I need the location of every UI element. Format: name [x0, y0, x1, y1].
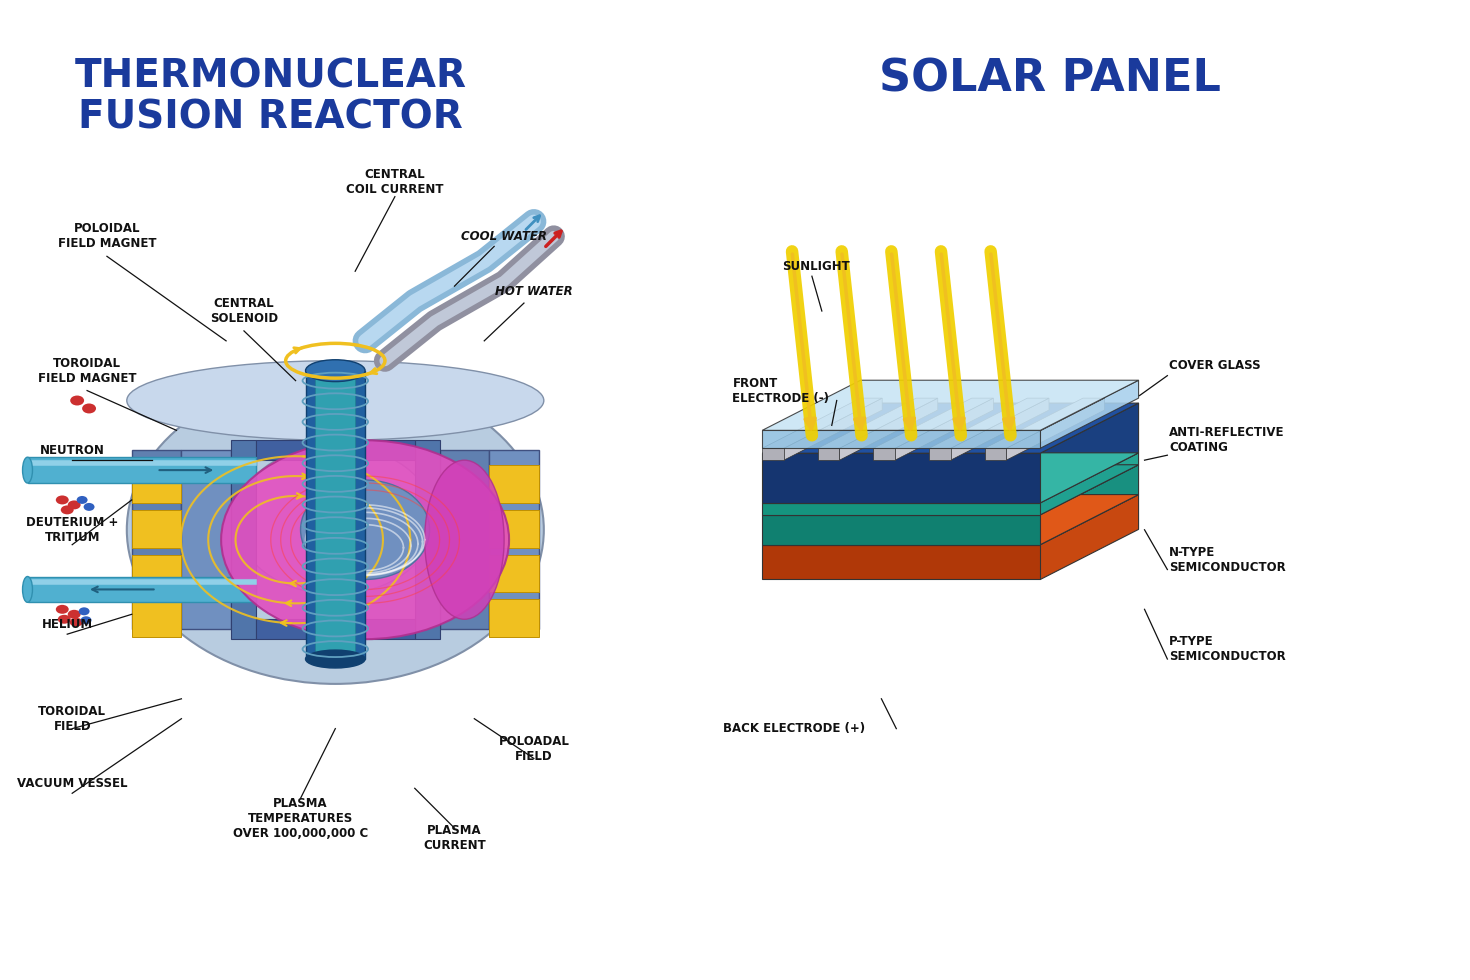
- Polygon shape: [763, 398, 882, 448]
- Text: N-TYPE
SEMICONDUCTOR: N-TYPE SEMICONDUCTOR: [1169, 546, 1286, 573]
- Text: TOROIDAL
FIELD: TOROIDAL FIELD: [38, 705, 106, 733]
- Text: TOROIDAL
FIELD MAGNET: TOROIDAL FIELD MAGNET: [38, 357, 137, 385]
- Bar: [316, 370, 356, 659]
- Bar: [306, 370, 365, 659]
- Polygon shape: [763, 453, 1041, 503]
- Ellipse shape: [82, 404, 96, 414]
- Text: COVER GLASS: COVER GLASS: [1169, 360, 1261, 372]
- Ellipse shape: [22, 458, 32, 483]
- Ellipse shape: [69, 617, 82, 627]
- Text: P-TYPE
SEMICONDUCTOR: P-TYPE SEMICONDUCTOR: [1169, 635, 1286, 663]
- Ellipse shape: [306, 360, 365, 381]
- Ellipse shape: [126, 375, 544, 684]
- Polygon shape: [1041, 380, 1139, 448]
- Polygon shape: [817, 398, 938, 448]
- Polygon shape: [784, 398, 882, 461]
- Text: POLOADAL
FIELD: POLOADAL FIELD: [498, 735, 569, 762]
- Text: SUNLIGHT: SUNLIGHT: [782, 260, 850, 272]
- Polygon shape: [256, 440, 415, 461]
- Polygon shape: [873, 448, 895, 461]
- Polygon shape: [490, 450, 539, 629]
- Text: POLOIDAL
FIELD MAGNET: POLOIDAL FIELD MAGNET: [57, 222, 156, 251]
- Ellipse shape: [126, 361, 544, 440]
- Polygon shape: [763, 465, 1139, 514]
- Bar: [490, 600, 539, 637]
- Polygon shape: [763, 430, 1041, 448]
- Polygon shape: [763, 503, 1041, 514]
- Polygon shape: [839, 398, 938, 461]
- Ellipse shape: [56, 496, 69, 505]
- Ellipse shape: [68, 610, 81, 618]
- Ellipse shape: [79, 608, 90, 615]
- Text: VACUUM VESSEL: VACUUM VESSEL: [18, 777, 128, 790]
- Ellipse shape: [60, 506, 74, 514]
- Polygon shape: [873, 398, 994, 448]
- Ellipse shape: [300, 480, 429, 579]
- Ellipse shape: [306, 650, 365, 668]
- Polygon shape: [763, 380, 1139, 430]
- Polygon shape: [231, 440, 256, 639]
- Ellipse shape: [57, 614, 71, 623]
- Ellipse shape: [56, 605, 69, 613]
- Text: SOLAR PANEL: SOLAR PANEL: [879, 58, 1222, 101]
- Ellipse shape: [84, 503, 94, 511]
- Polygon shape: [763, 545, 1041, 579]
- Text: NEUTRON: NEUTRON: [40, 444, 104, 457]
- Text: FRONT
ELECTRODE (-): FRONT ELECTRODE (-): [732, 376, 829, 405]
- Polygon shape: [985, 398, 1104, 448]
- Polygon shape: [763, 495, 1139, 545]
- Bar: [490, 466, 539, 503]
- Text: PLASMA
CURRENT: PLASMA CURRENT: [423, 824, 485, 852]
- Bar: [132, 510, 181, 548]
- Polygon shape: [1041, 465, 1139, 545]
- Polygon shape: [1041, 495, 1139, 579]
- Polygon shape: [440, 450, 490, 629]
- Text: CENTRAL
SOLENOID: CENTRAL SOLENOID: [210, 297, 278, 325]
- Polygon shape: [1007, 398, 1104, 461]
- Polygon shape: [256, 619, 415, 639]
- Polygon shape: [763, 453, 1139, 503]
- Polygon shape: [132, 450, 181, 629]
- Polygon shape: [817, 448, 839, 461]
- Polygon shape: [763, 448, 784, 461]
- Text: CENTRAL
COIL CURRENT: CENTRAL COIL CURRENT: [345, 168, 444, 196]
- Bar: [132, 466, 181, 503]
- Polygon shape: [28, 576, 256, 603]
- Text: THERMONUCLEAR
FUSION REACTOR: THERMONUCLEAR FUSION REACTOR: [75, 58, 467, 136]
- Polygon shape: [415, 440, 440, 639]
- Polygon shape: [763, 403, 1139, 453]
- Bar: [490, 510, 539, 548]
- Bar: [132, 600, 181, 637]
- Ellipse shape: [81, 616, 91, 624]
- Bar: [490, 555, 539, 593]
- Polygon shape: [28, 458, 256, 483]
- Polygon shape: [763, 514, 1041, 545]
- Text: ANTI-REFLECTIVE
COATING: ANTI-REFLECTIVE COATING: [1169, 426, 1285, 455]
- Text: PLASMA
TEMPERATURES
OVER 100,000,000 C: PLASMA TEMPERATURES OVER 100,000,000 C: [232, 797, 368, 840]
- Ellipse shape: [71, 396, 84, 406]
- Polygon shape: [985, 448, 1007, 461]
- Text: DEUTERIUM +
TRITIUM: DEUTERIUM + TRITIUM: [26, 515, 119, 544]
- Bar: [132, 555, 181, 593]
- Polygon shape: [929, 448, 951, 461]
- Polygon shape: [1041, 453, 1139, 514]
- Polygon shape: [1041, 403, 1139, 503]
- Ellipse shape: [68, 501, 81, 510]
- Polygon shape: [929, 398, 1050, 448]
- Text: BACK ELECTRODE (+): BACK ELECTRODE (+): [723, 722, 864, 735]
- Text: COOL WATER: COOL WATER: [462, 230, 547, 243]
- Polygon shape: [951, 398, 1050, 461]
- Ellipse shape: [22, 576, 32, 603]
- Polygon shape: [895, 398, 994, 461]
- Ellipse shape: [76, 496, 88, 504]
- Text: HOT WATER: HOT WATER: [495, 284, 573, 298]
- Ellipse shape: [425, 461, 504, 619]
- Polygon shape: [181, 450, 231, 629]
- Ellipse shape: [220, 440, 509, 639]
- Ellipse shape: [237, 445, 435, 595]
- Text: HELIUM: HELIUM: [41, 617, 93, 631]
